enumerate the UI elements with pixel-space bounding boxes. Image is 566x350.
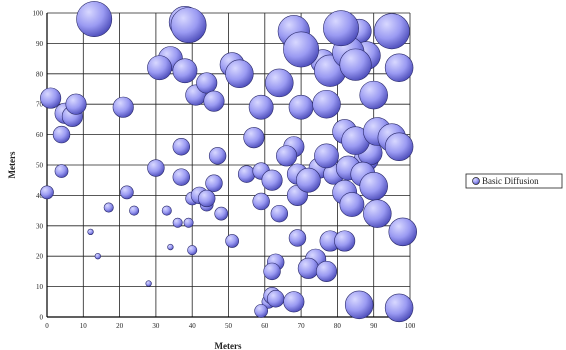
legend: Basic Diffusion xyxy=(465,173,563,189)
data-bubble xyxy=(295,167,321,193)
data-bubble xyxy=(243,127,265,149)
x-tick-label: 50 xyxy=(225,322,233,330)
data-bubble xyxy=(198,189,216,208)
data-bubble xyxy=(334,230,356,252)
data-bubble xyxy=(120,185,134,200)
data-bubble xyxy=(315,260,338,282)
data-bubble xyxy=(254,304,269,318)
data-bubble xyxy=(266,290,285,308)
data-bubble xyxy=(145,280,152,287)
y-tick-label: 0 xyxy=(40,314,44,322)
data-bubble xyxy=(344,290,374,320)
x-tick-label: 0 xyxy=(45,322,49,330)
data-bubble xyxy=(288,94,314,120)
y-tick-label: 90 xyxy=(36,40,44,48)
legend-box xyxy=(465,173,563,189)
data-bubble xyxy=(283,31,320,68)
y-axis-title: Meters xyxy=(7,151,17,178)
legend-marker xyxy=(472,177,480,185)
data-bubble xyxy=(170,7,207,44)
data-bubble xyxy=(54,164,69,178)
data-bubble xyxy=(225,234,239,248)
data-bubble xyxy=(384,132,414,162)
x-tick-label: 60 xyxy=(261,322,269,330)
data-bubble xyxy=(187,245,198,256)
data-bubble xyxy=(237,165,256,183)
x-tick-label: 30 xyxy=(152,322,160,330)
y-tick-label: 60 xyxy=(36,131,44,139)
data-bubble xyxy=(225,59,254,89)
data-bubble xyxy=(161,205,172,216)
data-bubble xyxy=(196,72,218,94)
data-bubble xyxy=(252,192,270,211)
data-bubble xyxy=(172,138,191,156)
data-bubble xyxy=(288,229,307,247)
data-bubble xyxy=(112,96,134,118)
data-bubble xyxy=(147,55,172,81)
data-bubble xyxy=(65,93,87,115)
x-tick-label: 10 xyxy=(80,322,88,330)
data-bubble xyxy=(314,143,339,169)
data-bubble xyxy=(87,228,94,236)
data-bubble xyxy=(261,169,283,191)
data-bubble xyxy=(363,199,392,228)
x-tick-label: 100 xyxy=(405,322,416,330)
data-bubble xyxy=(312,89,341,119)
data-bubble xyxy=(203,90,225,112)
data-bubble xyxy=(167,243,174,251)
data-bubble xyxy=(283,291,305,313)
data-bubble xyxy=(265,68,294,98)
y-tick-label: 30 xyxy=(36,222,44,230)
data-bubble xyxy=(52,125,71,144)
y-tick-label: 70 xyxy=(36,101,44,109)
y-tick-label: 50 xyxy=(36,162,44,170)
data-bubble xyxy=(276,145,298,167)
data-bubble xyxy=(214,206,229,221)
data-bubble xyxy=(208,147,227,165)
data-bubble xyxy=(147,159,165,177)
data-bubble xyxy=(388,217,417,247)
data-bubble xyxy=(359,80,388,110)
y-tick-label: 100 xyxy=(33,10,44,18)
x-tick-label: 80 xyxy=(334,322,342,330)
x-tick-label: 20 xyxy=(116,322,124,330)
data-bubble xyxy=(183,217,194,228)
data-bubble xyxy=(339,48,372,81)
data-bubble xyxy=(373,13,410,50)
data-bubble xyxy=(205,174,223,192)
data-bubble xyxy=(270,204,289,223)
data-bubble xyxy=(339,192,365,217)
data-bubble xyxy=(384,53,414,82)
data-bubble xyxy=(248,94,274,120)
data-bubble xyxy=(263,262,281,281)
legend-label: Basic Diffusion xyxy=(482,176,539,186)
data-bubble xyxy=(40,185,54,200)
axes xyxy=(46,13,410,318)
data-bubble xyxy=(76,1,113,38)
data-bubble xyxy=(384,293,414,323)
x-tick-label: 70 xyxy=(298,322,306,330)
data-bubble xyxy=(94,253,101,260)
x-tick-label: 40 xyxy=(189,322,197,330)
y-tick-label: 40 xyxy=(36,192,44,200)
data-bubble xyxy=(40,87,62,109)
tick-labels: 0 10 20 30 40 50 60 70 80 90 100 0 10 20 30 40 50 60 70 80 9… xyxy=(33,10,416,331)
data-bubbles xyxy=(40,1,417,323)
data-bubble xyxy=(103,202,114,213)
data-bubble xyxy=(129,205,140,216)
data-bubble xyxy=(359,172,388,201)
x-axis-title: Meters xyxy=(215,341,242,350)
data-bubble xyxy=(172,58,198,84)
data-bubble xyxy=(172,168,191,186)
data-bubble xyxy=(323,10,359,47)
y-tick-label: 20 xyxy=(36,253,44,261)
y-tick-label: 10 xyxy=(36,283,44,291)
data-bubble xyxy=(297,257,319,279)
data-bubble xyxy=(172,217,183,228)
x-tick-label: 90 xyxy=(370,322,378,330)
y-tick-label: 80 xyxy=(36,70,44,78)
